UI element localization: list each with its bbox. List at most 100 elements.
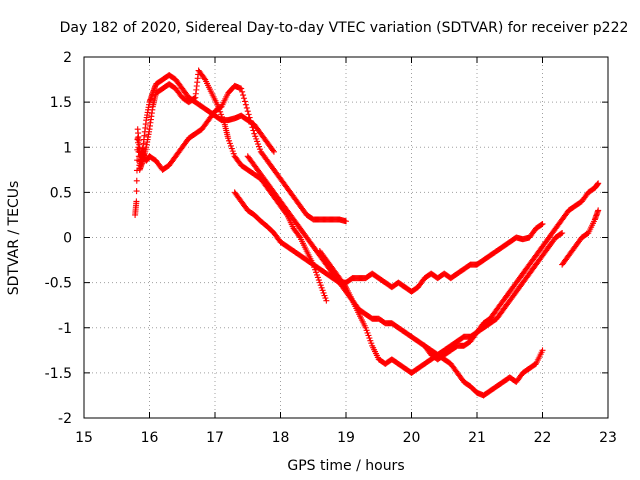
data-point: [313, 271, 320, 278]
data-point: [595, 207, 602, 214]
y-tick-label: -1: [58, 321, 72, 337]
x-tick-label: 21: [468, 430, 486, 446]
y-tick-label: 1: [63, 140, 72, 156]
y-tick-labels: -2 -1.5 -1 -0.5 0 0.5 1 1.5 2: [45, 50, 72, 427]
data-point: [239, 88, 246, 95]
data-point: [238, 85, 245, 92]
y-tick-label: 1.5: [50, 95, 72, 111]
data-point: [241, 95, 248, 102]
data-point: [315, 277, 322, 284]
y-tick-label: -1.5: [45, 366, 72, 382]
data-point: [368, 340, 375, 347]
y-tick-label: 0: [63, 231, 72, 247]
data-point: [253, 135, 260, 142]
data-point: [539, 347, 546, 354]
data-point: [558, 230, 565, 237]
data-point: [539, 220, 546, 227]
data-point: [247, 117, 254, 124]
data-point: [538, 221, 545, 228]
data-point: [256, 146, 263, 153]
data-point: [225, 135, 232, 142]
data-point: [226, 137, 233, 144]
data-point: [317, 282, 324, 289]
x-axis-label: GPS time / hours: [287, 458, 404, 474]
x-tick-label: 20: [403, 430, 421, 446]
series-track-5: [244, 153, 602, 363]
series-track-6: [316, 229, 566, 376]
data-point: [220, 119, 227, 126]
x-tick-label: 18: [272, 430, 290, 446]
data-point: [367, 337, 374, 344]
series-track-7: [421, 342, 546, 399]
data-point: [255, 143, 262, 150]
data-point: [219, 113, 226, 120]
data-point: [559, 229, 566, 236]
data-point: [240, 92, 247, 99]
data-point: [343, 218, 349, 225]
data-point: [242, 101, 249, 108]
data-point: [323, 297, 330, 304]
data-point: [318, 284, 325, 291]
data-point: [316, 279, 323, 286]
data-point: [246, 114, 253, 121]
data-point: [250, 127, 257, 134]
data-point: [228, 145, 235, 152]
x-tick-label: 19: [337, 430, 355, 446]
x-tick-label: 15: [75, 430, 93, 446]
data-point: [230, 150, 237, 157]
chart-title: Day 182 of 2020, Sidereal Day-to-day VTE…: [60, 20, 629, 36]
data-point: [314, 274, 321, 281]
data-point: [254, 138, 261, 145]
series-track-1: [132, 72, 277, 218]
data-point: [244, 108, 251, 115]
y-tick-label: -0.5: [45, 276, 72, 292]
data-point: [201, 75, 208, 82]
data-point: [365, 332, 372, 339]
y-tick-label: -2: [58, 411, 72, 427]
y-axis-label: SDTVAR / TECUs: [6, 181, 22, 296]
data-point: [227, 142, 234, 149]
data-point: [241, 98, 248, 105]
y-tick-label: 0.5: [50, 185, 72, 201]
data-point: [245, 111, 252, 118]
x-tick-label: 23: [599, 430, 617, 446]
data-point: [270, 148, 277, 155]
series-track-2: [134, 67, 330, 304]
x-tick-label: 22: [534, 430, 552, 446]
data-point: [342, 282, 349, 289]
data-point: [229, 148, 236, 155]
data-point: [319, 287, 326, 294]
data-point: [226, 140, 233, 147]
data-point: [133, 167, 140, 174]
x-tick-label: 17: [206, 430, 224, 446]
data-point: [595, 180, 602, 187]
data-point: [248, 121, 255, 128]
series-track-8: [559, 207, 602, 268]
data-point: [243, 104, 250, 111]
data-point: [249, 124, 256, 131]
data-point: [251, 130, 258, 137]
data-point: [313, 269, 320, 276]
data-point: [363, 327, 370, 334]
data-point: [218, 111, 225, 118]
data-point: [133, 177, 140, 184]
data-point: [255, 141, 262, 148]
x-tick-label: 16: [141, 430, 159, 446]
data-point: [296, 233, 303, 240]
data-point: [366, 335, 373, 342]
data-point: [270, 147, 277, 154]
data-point: [320, 289, 327, 296]
data-point: [133, 188, 140, 195]
data-point: [191, 95, 198, 102]
data-point: [364, 329, 371, 336]
data-point: [133, 198, 140, 205]
series-track-3: [136, 82, 349, 225]
y-tick-label: 2: [63, 50, 72, 66]
data-point: [252, 133, 259, 140]
data-point: [322, 295, 329, 302]
tick-marks: [83, 56, 609, 419]
data-point: [362, 324, 369, 331]
data-point: [321, 292, 328, 299]
data-point: [219, 116, 226, 123]
